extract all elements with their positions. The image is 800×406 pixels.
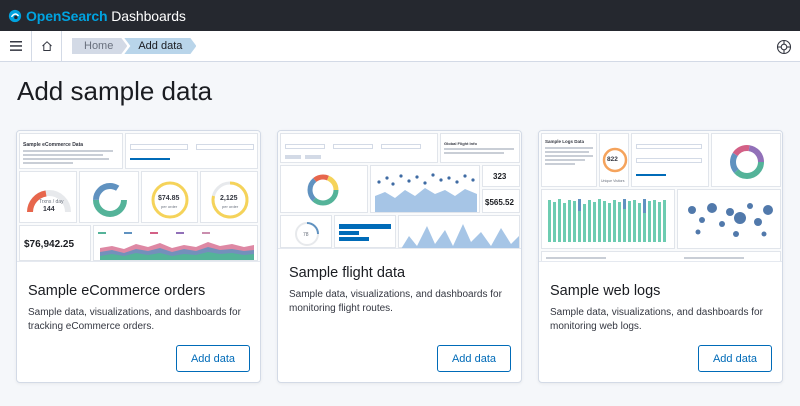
preview-count: 323 [493,172,507,181]
preview-area-chart [401,224,519,248]
preview-heading: Sample Logs Data [545,139,585,144]
page-title: Add sample data [17,76,213,106]
preview-scatter-chart [375,173,477,212]
preview-circle-panel-1: $74.85 per order [141,171,198,223]
preview-gauge-panel: 822 Unique Visitors [599,133,629,187]
preview-circle-1-value: $74.85 [158,195,180,202]
sample-card-flights: Global Flight Info 323 $565.52 [277,130,522,383]
preview-table-panel [541,251,781,261]
breadcrumb-home[interactable]: Home [72,38,127,54]
preview-heading-panel: Global Flight Info [440,133,520,163]
top-header: OpenSearch Dashboards [0,0,800,31]
preview-circle-panel-2: 2,125 per order [200,171,258,223]
preview-price-panel: $565.52 [482,189,520,213]
preview-panel: Sample eCommerce Data [19,133,123,169]
preview-gauge [295,222,319,246]
preview-bubble-panel [677,189,781,249]
card-description: Sample data, visualizations, and dashboa… [28,307,241,332]
brand-name[interactable]: OpenSearch Dashboards [26,8,186,24]
preview-revenue-panel: $76,942.25 [19,225,91,261]
add-web-logs-data-button[interactable]: Add data [698,345,772,372]
preview-count-panel: 323 [482,165,520,187]
add-ecommerce-data-button[interactable]: Add data [176,345,250,372]
sample-card-ecommerce: Sample eCommerce Data Trxns / day 144 [16,130,261,383]
preview-area-panel [398,215,520,248]
card-title: Sample eCommerce orders [28,283,206,299]
help-icon[interactable] [776,39,792,55]
hamburger-menu-icon [9,41,22,51]
preview-controls-panel [125,133,258,169]
sub-header: Home Add data [0,30,800,62]
preview-controls-panel [280,133,438,163]
preview-gauge-value: 144 [43,206,55,213]
preview-donut [730,145,764,179]
preview-area-panel [93,225,258,261]
breadcrumb: Home Add data [72,38,196,54]
preview-bar-panel [334,215,396,248]
preview-donut-panel [711,133,781,187]
preview-scatter-panel [370,165,480,213]
brand-prefix: Open [26,7,62,24]
preview-circle-2-value: 2,125 [220,195,238,202]
ecommerce-dashboard-preview: Sample eCommerce Data Trxns / day 144 [17,131,260,262]
preview-controls-panel [631,133,709,187]
preview-circle-2 [211,181,249,219]
flights-dashboard-preview: Global Flight Info 323 $565.52 [278,131,521,249]
preview-circle-1-label: per order [161,204,178,209]
brand-mid: Search [61,7,108,24]
preview-donut-panel [79,171,139,223]
preview-donut [307,174,339,206]
preview-revenue: $76,942.25 [24,239,75,250]
preview-gauge-label: Unique Visitors [601,179,625,183]
preview-donut-panel [280,165,368,213]
sample-card-web-logs: Sample Logs Data 822 Unique Visitors [538,130,783,383]
card-title: Sample web logs [550,283,661,299]
preview-gauge [602,147,628,173]
home-icon [41,41,52,51]
preview-heading: Sample eCommerce Data [23,142,84,148]
preview-gauge-label: Trxns / day [39,199,64,205]
preview-gauge-panel: 78 [280,215,332,248]
preview-gauge-value: 78 [303,232,309,238]
menu-button[interactable] [0,30,32,62]
preview-price: $565.52 [485,198,514,207]
preview-heading-panel: Sample Logs Data [541,133,597,187]
card-description: Sample data, visualizations, and dashboa… [289,289,502,314]
preview-circle-1 [151,181,189,219]
web-logs-dashboard-preview: Sample Logs Data 822 Unique Visitors [539,131,782,262]
breadcrumb-add-data: Add data [124,38,196,54]
preview-area-chart [98,232,254,260]
preview-circle-2-label: per order [222,204,239,209]
opensearch-logo-icon[interactable] [8,9,22,23]
add-flight-data-button[interactable]: Add data [437,345,511,372]
preview-bubble-chart [688,203,773,237]
card-description: Sample data, visualizations, and dashboa… [550,307,763,332]
preview-gauge-panel: Trxns / day 144 [19,171,77,223]
brand-suffix: Dashboards [107,7,186,24]
preview-histogram-panel [541,189,675,249]
card-title: Sample flight data [289,265,406,281]
preview-bar-chart [339,224,391,241]
home-button[interactable] [32,30,62,62]
preview-heading: Global Flight Info [444,141,477,146]
preview-gauge-value: 822 [607,156,618,163]
preview-donut [93,183,127,217]
preview-histogram [548,199,666,242]
preview-gauge [27,190,71,213]
